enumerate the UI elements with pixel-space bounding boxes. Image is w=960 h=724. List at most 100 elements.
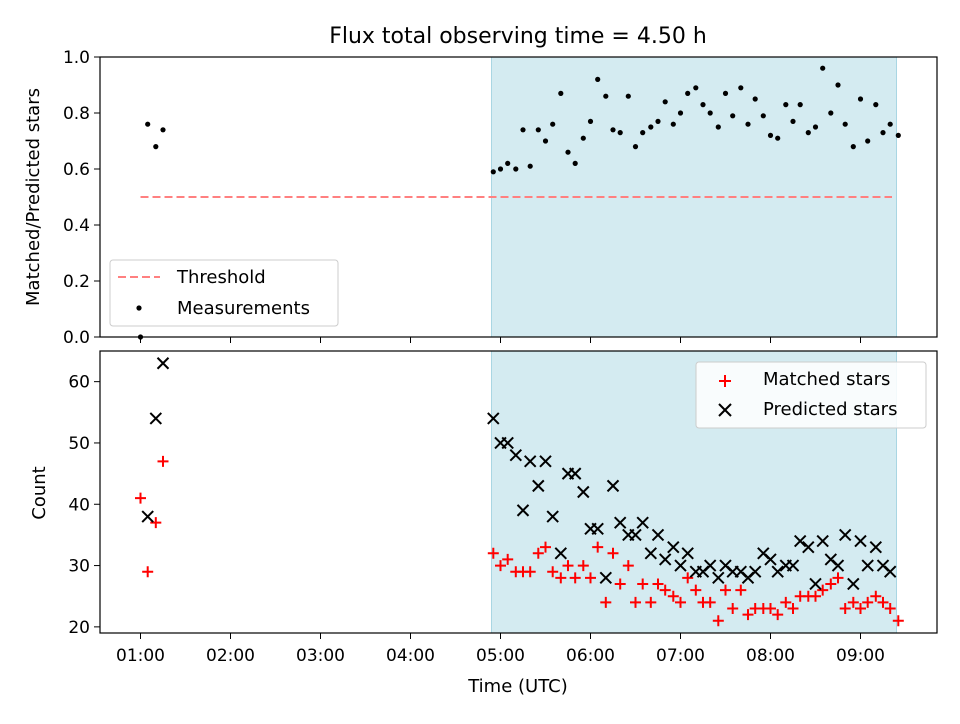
measurement-point	[497, 166, 504, 172]
matched-star-point	[704, 596, 716, 608]
x-tick-label: 08:00	[746, 646, 795, 666]
measurement-point	[550, 121, 556, 127]
measurement-point	[820, 65, 826, 71]
measurement-point	[580, 135, 586, 141]
measurement-point	[767, 132, 774, 138]
matched-star-point	[839, 602, 851, 614]
measurement-point	[670, 121, 676, 127]
x-tick-label: 07:00	[656, 646, 705, 666]
measurement-point	[505, 160, 511, 166]
matched-star-point	[607, 547, 619, 559]
predicted-star-point	[809, 577, 822, 591]
measurement-point	[648, 124, 654, 130]
predicted-legend-label: Predicted stars	[763, 399, 897, 420]
measurement-point	[760, 113, 766, 119]
measurement-point	[873, 102, 879, 108]
matched-star-point	[742, 609, 754, 621]
measurement-point	[783, 102, 789, 108]
matched-star-point	[772, 609, 784, 621]
predicted-star-point	[523, 455, 537, 468]
bottom-y-tick-label: 50	[68, 434, 90, 454]
measurement-point	[895, 132, 901, 138]
measurement-point	[145, 121, 151, 127]
predicted-star-point	[748, 565, 762, 578]
measurement-point	[685, 90, 691, 96]
matched-star-point	[532, 547, 544, 559]
predicted-star-point	[577, 485, 590, 499]
measurement-point	[160, 127, 166, 133]
matched-star-point	[585, 572, 596, 584]
measurement-point	[535, 127, 541, 133]
measurement-point	[722, 90, 729, 96]
top-y-tick-label: 0.0	[63, 328, 90, 348]
bottom-y-tick-label: 40	[68, 495, 90, 515]
predicted-star-point	[674, 559, 687, 572]
predicted-star-point	[509, 449, 523, 462]
x-tick-label: 09:00	[836, 646, 885, 666]
measurement-point	[707, 110, 713, 116]
predicted-star-point	[591, 522, 604, 535]
matched-star-point	[135, 492, 146, 504]
predicted-star-point	[532, 479, 545, 493]
bottom-legend-box	[695, 361, 927, 429]
measurement-point	[842, 121, 848, 127]
measurement-point	[558, 90, 564, 96]
top-panel: 0.0 0.2 0.4 0.6 0.8 1.0	[63, 48, 938, 348]
measurement-point	[745, 121, 751, 127]
predicted-star-point	[771, 565, 784, 578]
measurement-point	[542, 138, 549, 144]
predicted-star-point	[681, 547, 694, 560]
matched-star-point	[142, 566, 154, 578]
top-y-axis-label: Matched/Predicted stars	[23, 88, 44, 306]
matched-star-point	[645, 596, 657, 608]
measurement-point	[153, 144, 159, 150]
top-y-tick-label: 0.2	[63, 272, 90, 292]
predicted-star-point	[501, 436, 514, 450]
matched-star-point	[884, 602, 896, 614]
matched-star-point	[487, 547, 499, 559]
matched-star-point	[765, 602, 776, 614]
measurement-point	[790, 118, 796, 124]
matched-star-point	[637, 578, 649, 590]
predicted-star-point	[546, 510, 559, 523]
predicted-star-point	[861, 559, 874, 572]
predicted-star-point	[793, 534, 807, 548]
top-y-tick-label: 1.0	[63, 48, 90, 68]
matched-star-point	[787, 602, 799, 614]
matched-star-point	[780, 596, 792, 608]
x-tick-label: 06:00	[566, 646, 615, 666]
measurement-point	[513, 166, 519, 172]
threshold-legend-label: Threshold	[176, 267, 266, 288]
predicted-star-point	[487, 412, 500, 425]
measurement-point	[828, 110, 834, 116]
measurement-point	[880, 130, 886, 136]
predicted-star-point	[554, 547, 568, 560]
matched-star-point	[817, 584, 829, 596]
matched-star-point	[614, 578, 626, 590]
matched-star-point	[675, 596, 686, 608]
matched-legend-swatch	[719, 375, 731, 387]
matched-star-point	[832, 572, 844, 584]
measurements-legend-swatch	[136, 305, 142, 311]
predicted-star-point	[516, 504, 530, 517]
matched-star-point	[855, 602, 866, 614]
top-legend-box	[109, 259, 339, 327]
predicted-star-point	[883, 565, 897, 578]
measurement-point	[812, 124, 819, 130]
predicted-star-point	[786, 559, 800, 572]
measurement-point	[527, 163, 533, 169]
matched-star-point	[690, 584, 702, 596]
x-tick-label: 03:00	[296, 646, 345, 666]
bottom-y-axis-label: Count	[29, 466, 50, 519]
matched-star-point	[577, 560, 589, 572]
x-tick-label: 05:00	[476, 646, 525, 666]
x-tick-label: 01:00	[116, 646, 165, 666]
measurement-point	[775, 135, 781, 141]
predicted-star-point	[599, 571, 613, 585]
matched-star-point	[825, 578, 837, 590]
x-tick-label: 04:00	[386, 646, 435, 666]
matched-star-point	[547, 566, 559, 578]
measurement-point	[565, 149, 571, 155]
predicted-star-point	[149, 412, 163, 425]
measurement-point	[490, 169, 496, 175]
